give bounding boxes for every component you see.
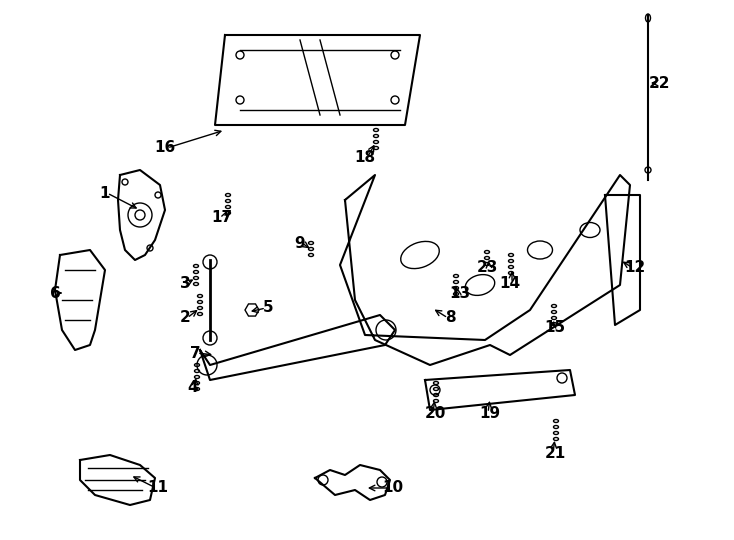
Text: 22: 22 [650,76,671,91]
Text: 3: 3 [180,275,190,291]
Text: 20: 20 [424,406,446,421]
Text: 23: 23 [476,260,498,275]
Text: 16: 16 [154,140,175,156]
Text: 7: 7 [189,346,200,361]
Text: 5: 5 [263,300,273,315]
Text: 8: 8 [445,310,455,326]
Text: 10: 10 [382,481,404,496]
Text: 1: 1 [100,186,110,200]
Text: 9: 9 [294,235,305,251]
Text: 11: 11 [148,481,169,496]
Text: 6: 6 [50,286,60,300]
Text: 13: 13 [449,286,470,300]
Text: 19: 19 [479,406,501,421]
Text: 15: 15 [545,321,566,335]
Text: 12: 12 [625,260,646,275]
Text: 2: 2 [180,310,190,326]
Text: 17: 17 [211,211,233,226]
Text: 14: 14 [499,275,520,291]
Text: 18: 18 [355,151,376,165]
Text: 21: 21 [545,446,566,461]
Text: 4: 4 [188,381,198,395]
